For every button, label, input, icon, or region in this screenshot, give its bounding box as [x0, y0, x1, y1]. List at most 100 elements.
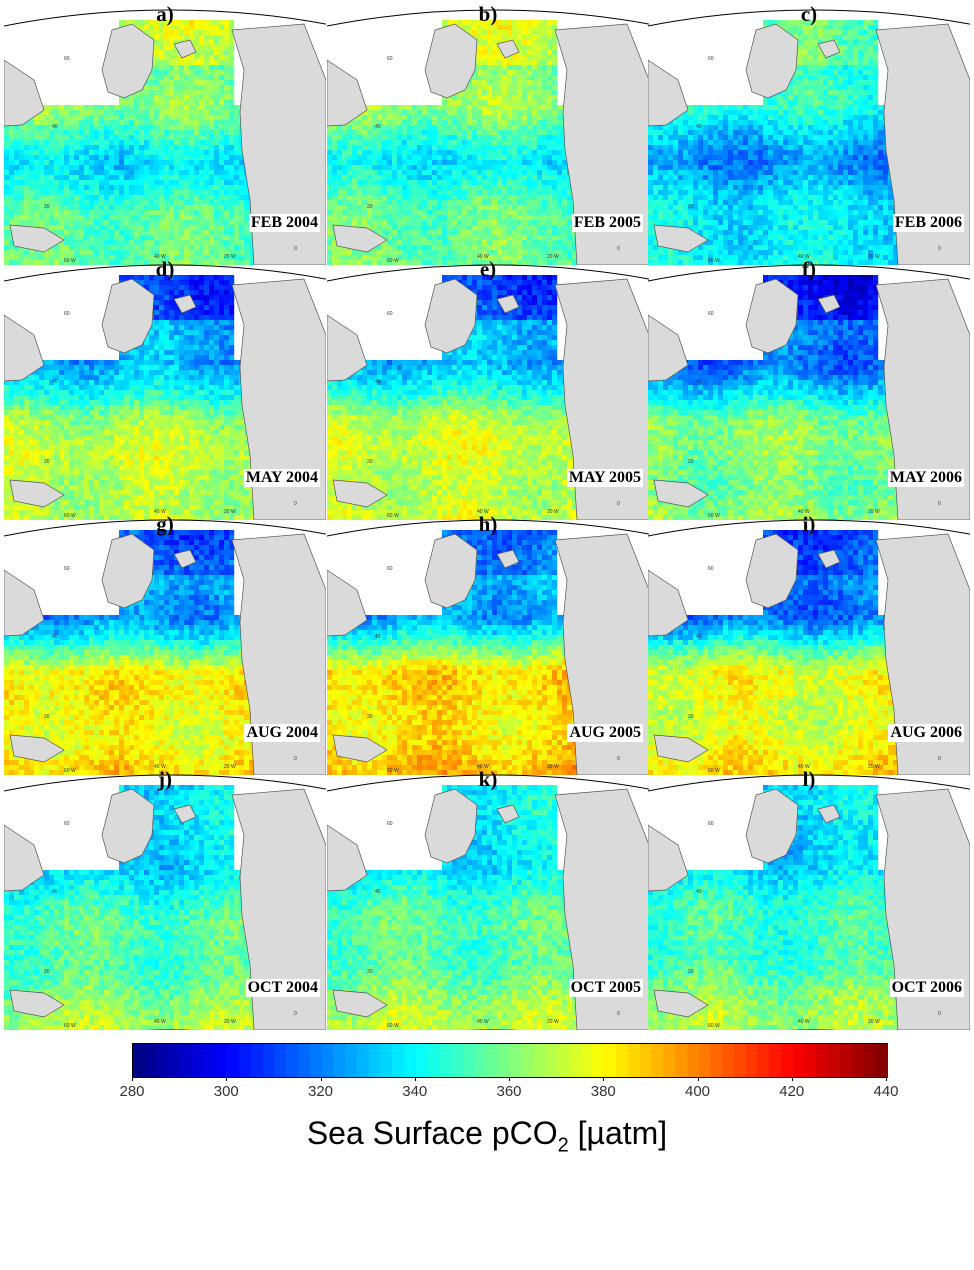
- lon-label: 0: [617, 1011, 620, 1017]
- lon-label: 0: [617, 756, 620, 762]
- land-mass: [424, 23, 478, 99]
- panel-date: FEB 2005: [571, 214, 643, 232]
- colorbar-segment: [780, 1044, 794, 1077]
- colorbar-segment: [498, 1044, 511, 1077]
- colorbar-segment: [863, 1044, 876, 1077]
- lon-label: 0: [938, 756, 941, 762]
- map-panel: 60 40 20 60 W 40 W 20 W 0 c) FEB 2006: [648, 0, 970, 265]
- lon-label: 40 W: [798, 254, 810, 260]
- panel-date: FEB 2006: [892, 214, 964, 232]
- lon-label: 40 W: [798, 1019, 810, 1025]
- panel-date: FEB 2004: [248, 214, 320, 232]
- colorbar-segment: [792, 1044, 806, 1077]
- lat-label: 20: [44, 969, 50, 975]
- land-mass: [101, 278, 155, 354]
- colorbar-segment: [804, 1044, 818, 1077]
- colorbar-segment: [321, 1044, 334, 1077]
- colorbar-tick-label: 420: [772, 1083, 812, 1100]
- panel-letter: d): [4, 257, 326, 282]
- panel-letter: f): [648, 257, 970, 282]
- colorbar-segment: [533, 1044, 547, 1077]
- lon-label: 60 W: [64, 768, 76, 774]
- land-mass: [101, 533, 155, 609]
- map-panel: 60 40 20 60 W 40 W 20 W 0 d) MAY 2004: [4, 255, 326, 520]
- lon-label: 20 W: [868, 764, 880, 770]
- land-mass: [231, 788, 326, 1030]
- iceland: [817, 294, 841, 314]
- panel-letter: j): [4, 767, 326, 792]
- panel-date: AUG 2005: [567, 724, 643, 742]
- panel-letter: h): [327, 512, 649, 537]
- colorbar-tick-label: 340: [395, 1083, 435, 1100]
- colorbar-segment: [639, 1044, 653, 1077]
- lon-label: 20 W: [547, 1019, 559, 1025]
- colorbar-segment: [380, 1044, 393, 1077]
- lat-label: 20: [688, 969, 694, 975]
- lon-label: 40 W: [154, 1019, 166, 1025]
- lat-label: 60: [387, 56, 393, 62]
- land-mass: [745, 788, 799, 864]
- map-svg: 60 40 20 60 W 40 W 20 W 0: [327, 9, 649, 265]
- map-svg: 60 40 20 60 W 40 W 20 W 0: [327, 519, 649, 775]
- lon-label: 20 W: [868, 1019, 880, 1025]
- colorbar-segment: [851, 1044, 865, 1077]
- colorbar-segment: [286, 1044, 299, 1077]
- panel-date: MAY 2005: [566, 469, 643, 487]
- lat-label: 40: [696, 124, 702, 130]
- lat-label: 60: [387, 821, 393, 827]
- colorbar-segment: [592, 1044, 605, 1077]
- colorbar-segment: [439, 1044, 452, 1077]
- map-svg: 60 40 20 60 W 40 W 20 W 0: [327, 774, 649, 1030]
- land-mass: [875, 23, 970, 265]
- lon-label: 20 W: [224, 509, 236, 515]
- colorbar-tick: [132, 1077, 133, 1081]
- lat-label: 40: [52, 124, 58, 130]
- colorbar-segment: [627, 1044, 641, 1077]
- lon-label: 0: [617, 501, 620, 507]
- lat-label: 20: [44, 204, 50, 210]
- land-mass: [554, 278, 649, 520]
- colorbar-segment: [427, 1044, 441, 1077]
- land-mass: [745, 278, 799, 354]
- land-mass: [231, 533, 326, 775]
- panel-date: MAY 2004: [243, 469, 320, 487]
- map-panel: 60 40 20 60 W 40 W 20 W 0 k) OCT 2005: [327, 765, 649, 1030]
- colorbar-segment: [356, 1044, 370, 1077]
- lon-label: 20 W: [868, 254, 880, 260]
- colorbar-segment: [580, 1044, 594, 1077]
- land-mass: [332, 224, 388, 253]
- land-mass: [554, 533, 649, 775]
- land-mass: [875, 533, 970, 775]
- lat-label: 20: [367, 204, 373, 210]
- colorbar-segment: [250, 1044, 264, 1077]
- colorbar-title-subscript: 2: [558, 1134, 569, 1156]
- colorbar: [132, 1043, 888, 1078]
- colorbar-segment: [698, 1044, 711, 1077]
- colorbar-tick-label: 280: [112, 1083, 152, 1100]
- land-mass: [648, 314, 689, 382]
- land-mass: [231, 278, 326, 520]
- lat-label: 20: [44, 459, 50, 465]
- colorbar-segment: [616, 1044, 629, 1077]
- colorbar-segment: [474, 1044, 488, 1077]
- colorbar-tick-label: 440: [866, 1083, 906, 1100]
- panel-letter: e): [327, 257, 649, 282]
- lon-label: 60 W: [64, 1023, 76, 1029]
- map-panel: 60 40 20 60 W 40 W 20 W 0 j) OCT 2004: [4, 765, 326, 1030]
- lat-label: 20: [688, 714, 694, 720]
- map-panel: 60 40 20 60 W 40 W 20 W 0 g) AUG 2004: [4, 510, 326, 775]
- land-mass: [332, 989, 388, 1018]
- colorbar-segment: [568, 1044, 582, 1077]
- lon-label: 40 W: [477, 509, 489, 515]
- colorbar-segment: [180, 1044, 193, 1077]
- land-mass: [327, 314, 368, 382]
- land-mass: [648, 569, 689, 637]
- lon-label: 60 W: [387, 258, 399, 264]
- lat-label: 20: [367, 459, 373, 465]
- colorbar-tick: [603, 1077, 605, 1081]
- lon-label: 20 W: [224, 1019, 236, 1025]
- colorbar-tick: [886, 1077, 887, 1081]
- map-panel: 60 40 20 60 W 40 W 20 W 0 i) AUG 2006: [648, 510, 970, 775]
- panel-letter: i): [648, 512, 970, 537]
- land-mass: [745, 533, 799, 609]
